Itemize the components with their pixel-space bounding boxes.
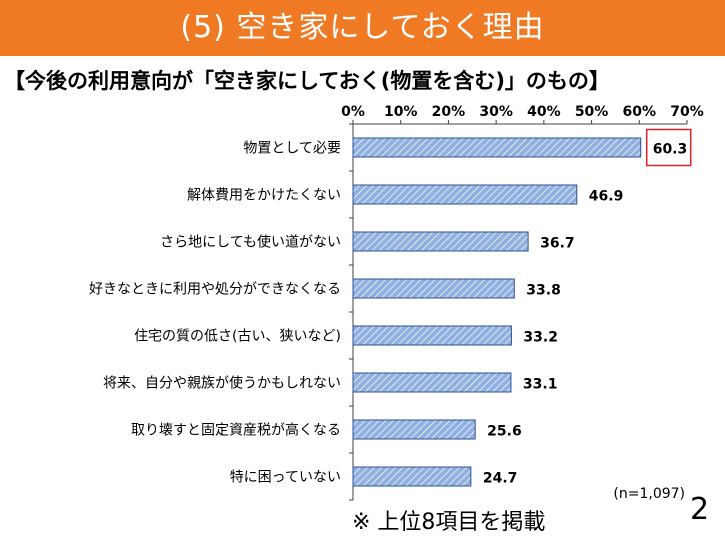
data-label: 46.9 [589,189,624,205]
x-tick-label: 50% [575,104,609,120]
x-tick-label: 40% [527,104,561,120]
data-label: 60.3 [653,142,688,158]
data-label: 33.8 [526,283,561,299]
bar [352,231,529,252]
banner-title: (5) 空き家にしておく理由 [180,10,545,45]
category-label: 解体費用をかけたくない [187,188,341,204]
category-label: 特に困っていない [230,470,341,486]
bar [352,325,512,346]
footnote: ※ 上位8項目を掲載 [352,510,546,535]
bar [352,372,512,393]
x-tick-label: 70% [670,104,704,120]
x-tick-label: 20% [432,104,466,120]
data-label: 33.2 [523,330,558,346]
category-label: さら地にしても使い道がない [160,234,341,251]
category-label: 物置として必要 [243,141,341,157]
sample-size-annotation: (n=1,097) [613,486,685,502]
category-label: 住宅の質の低さ(古い、狭いなど) [134,329,341,345]
x-tick-label: 60% [623,104,657,120]
x-tick-label: 0% [341,104,365,120]
category-label: 好きなときに利用や処分ができなくなる [89,282,341,298]
highlight-box [645,128,692,167]
bar [352,466,472,487]
bar [352,419,476,440]
x-tick-label: 10% [384,104,418,120]
bar [352,278,515,299]
data-label: 24.7 [483,471,518,487]
data-label: 25.6 [487,424,522,440]
bar [352,137,642,158]
chart-subtitle: 【今後の利用意向が「空き家にしておく(物置を含む)」のもの】 [4,69,610,93]
bar [352,184,578,205]
x-tick-label: 30% [479,104,513,120]
title-banner: (5) 空き家にしておく理由 [0,0,725,56]
category-label: 将来、自分や親族が使うかもしれない [103,375,341,392]
data-label: 36.7 [540,236,575,252]
page-number: 2 [690,492,710,527]
data-label: 33.1 [523,377,558,393]
category-label: 取り壊すと固定資産税が高くなる [131,422,341,439]
